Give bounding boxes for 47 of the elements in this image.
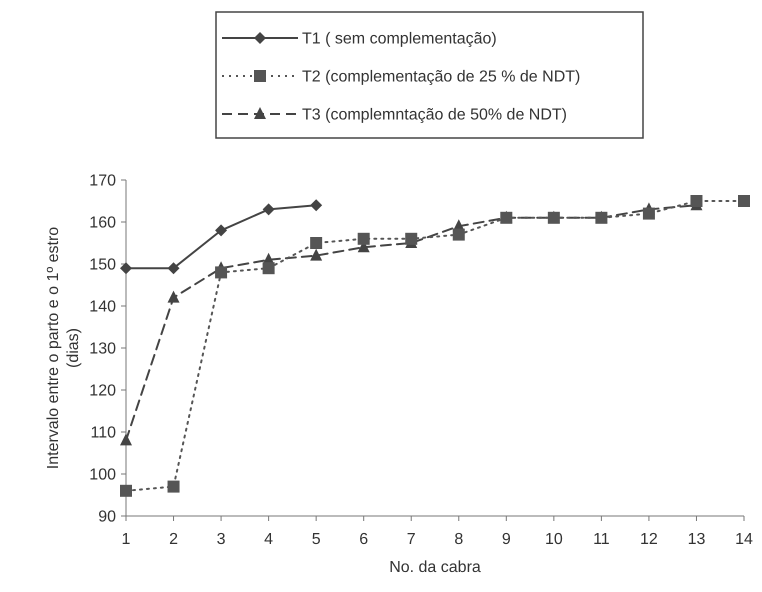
- point: [262, 262, 275, 274]
- x-tick-label: 3: [216, 531, 226, 548]
- x-tick-label: 13: [688, 531, 706, 548]
- legend-label: T1 ( sem complementação): [302, 30, 497, 48]
- point: [168, 290, 180, 303]
- point: [310, 237, 322, 249]
- point: [262, 203, 275, 216]
- point: [358, 232, 370, 245]
- point: [120, 262, 132, 274]
- point: [310, 199, 322, 212]
- y-tick-label: 170: [89, 172, 116, 190]
- point: [642, 208, 655, 220]
- x-axis-title: No. da cabra: [389, 559, 481, 576]
- point: [452, 228, 465, 241]
- y-tick-label: 120: [89, 382, 116, 400]
- point: [690, 195, 702, 207]
- legend-label: T2 (complementação de 25 % de NDT): [302, 68, 580, 86]
- x-tick-label: 8: [454, 531, 464, 548]
- y-axis-title: Intervalo entre o parto e o 1º estro (dias): [45, 226, 82, 470]
- x-tick-label: 6: [359, 531, 368, 548]
- point: [738, 195, 750, 207]
- y-tick-label: 110: [90, 424, 116, 442]
- x-tick-label: 10: [544, 531, 563, 548]
- x-tick-label: 7: [406, 531, 416, 548]
- y-tick-label: 100: [89, 466, 116, 484]
- point: [405, 232, 418, 245]
- x-tick-label: 1: [122, 531, 131, 548]
- y-tick-label: 160: [89, 214, 116, 232]
- x-tick-label: 4: [264, 531, 274, 548]
- x-tick-label: 12: [640, 531, 658, 548]
- point: [120, 484, 132, 497]
- y-tick-label: 90: [98, 508, 116, 526]
- legend-label: T3 (complemntação de 50% de NDT): [302, 106, 567, 124]
- point: [120, 433, 132, 446]
- y-tick-label: 130: [89, 340, 116, 358]
- x-tick-label: 11: [593, 531, 610, 548]
- x-tick-label: 2: [169, 531, 178, 548]
- x-tick-label: 14: [735, 531, 753, 548]
- point: [168, 262, 180, 274]
- x-tick-label: 9: [502, 531, 511, 548]
- point: [215, 224, 228, 236]
- y-tick-label: 150: [89, 256, 116, 274]
- y-tick-label: 140: [89, 298, 116, 316]
- point: [215, 266, 228, 278]
- x-tick-label: 5: [312, 531, 321, 548]
- point: [310, 248, 322, 261]
- point: [168, 480, 180, 493]
